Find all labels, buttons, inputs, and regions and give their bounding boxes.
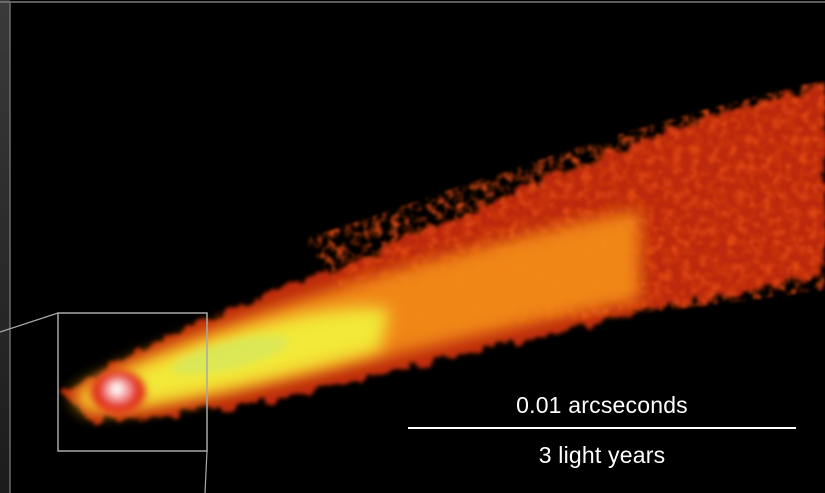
zoom-line-upper: [0, 312, 59, 333]
zoom-box: [57, 312, 208, 452]
scale-bar: [408, 427, 796, 429]
zoom-line-lower: [204, 450, 208, 493]
scale-distance-label: 3 light years: [538, 442, 666, 468]
scale-angular-label: 0.01 arcseconds: [516, 392, 688, 418]
jet-core: [90, 370, 146, 414]
jet-plume-greenish: [171, 335, 289, 375]
